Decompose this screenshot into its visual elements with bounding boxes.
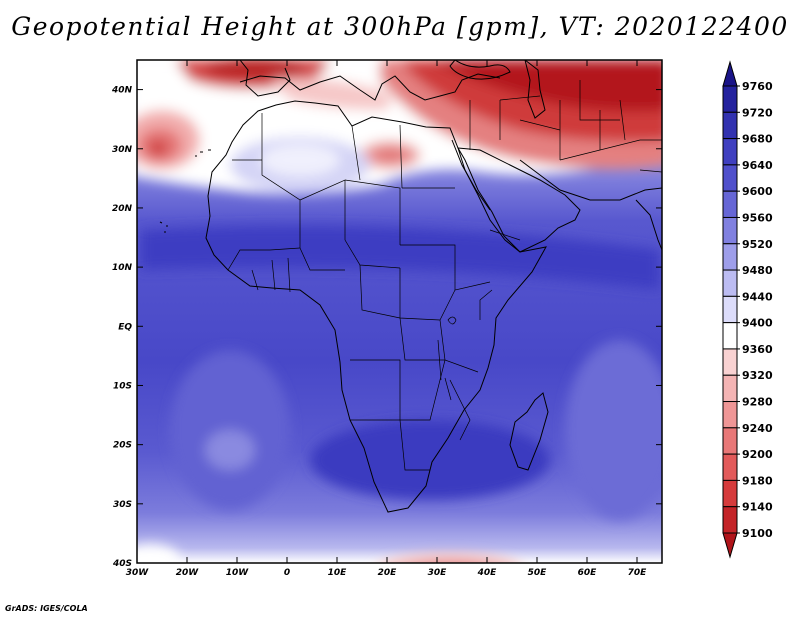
colorbar-label: 9360 (742, 343, 773, 356)
colorbar: 9760 9720 9680 9640 9600 9560 9520 9480 9440 9400… (722, 60, 773, 559)
colorbar-label: 9720 (742, 106, 773, 119)
colorbar-label: 9520 (742, 238, 773, 251)
colorbar-segment (722, 85, 738, 113)
colorbar-segment (722, 453, 738, 481)
lat-tick-label: 20S (113, 441, 132, 451)
lon-tick-label: 0 (284, 568, 290, 578)
coastlines (159, 60, 662, 513)
red-sea-coastline (451, 139, 491, 211)
cape-verde-islands (159, 221, 168, 233)
colorbar-label: 9100 (742, 527, 773, 540)
lat-tick-label: 30S (113, 500, 132, 510)
colorbar-segment (722, 216, 738, 245)
colorbar-segment (722, 322, 738, 350)
colorbar-label: 9320 (742, 369, 773, 382)
lat-tick-label: 40S (112, 559, 132, 569)
lat-tick-label: 10N (112, 263, 133, 273)
lon-tick-label: 20W (176, 568, 200, 578)
colorbar-segment (722, 243, 738, 271)
latitude-axis: 40S 30S 20S 10S EQ 10N 20N 30N 40N (111, 86, 662, 569)
grads-credit: GrADS: IGES/COLA (5, 604, 88, 613)
colorbar-label: 9640 (742, 159, 773, 172)
lon-tick-label: 40E (477, 568, 498, 578)
caspian-coastline (524, 60, 546, 119)
colorbar-label: 9440 (742, 290, 773, 303)
colorbar-segment (722, 295, 738, 324)
lat-tick-label: 30N (112, 145, 133, 155)
colorbar-label: 9200 (742, 448, 773, 461)
colorbar-label: 9400 (742, 317, 773, 330)
iran-coastline (519, 159, 662, 201)
colorbar-label: 9680 (742, 133, 773, 146)
madagascar-coastline (509, 392, 549, 471)
colorbar-segment (722, 190, 738, 218)
colorbar-segment (722, 506, 738, 534)
lat-tick-label: 40N (111, 86, 133, 96)
colorbar-label: 9760 (742, 80, 773, 93)
lat-tick-label: 20N (112, 204, 133, 214)
colorbar-segment (722, 401, 738, 429)
colorbar-max-triangle (722, 60, 738, 87)
colorbar-label: 9560 (742, 211, 773, 224)
colorbar-label: 9180 (742, 474, 773, 487)
lon-tick-label: 60E (578, 568, 598, 578)
colorbar-segment (722, 164, 738, 192)
map-title: Geopotential Height at 300hPa [gpm], VT:… (11, 12, 789, 41)
colorbar-label: 9480 (742, 264, 773, 277)
lon-tick-label: 70E (628, 568, 648, 578)
canary-islands (195, 149, 211, 157)
colorbar-label: 9280 (742, 396, 773, 409)
lon-tick-label: 50E (528, 568, 548, 578)
colorbar-segment (722, 374, 738, 403)
colorbar-segment (722, 138, 738, 166)
india-coastline (635, 199, 662, 251)
colorbar-segment (722, 269, 738, 297)
lat-tick-label: EQ (118, 322, 132, 332)
colorbar-segment (722, 111, 738, 140)
colorbar-label: 9600 (742, 185, 773, 198)
lon-tick-label: 30W (126, 568, 150, 578)
lon-tick-label: 30E (428, 568, 448, 578)
map-frame (136, 59, 663, 564)
lon-tick-label: 10E (328, 568, 348, 578)
lon-tick-label: 20E (378, 568, 398, 578)
longitude-axis: 30W 20W 10W 0 10E 20E 30E 40E 50E 60E 70E (126, 60, 647, 578)
lon-tick-label: 10W (226, 568, 250, 578)
colorbar-min-triangle (722, 532, 738, 559)
colorbar-segment (722, 479, 738, 508)
africa-coastline (205, 100, 547, 513)
country-borders (227, 80, 662, 471)
lat-tick-label: 10S (113, 381, 132, 391)
height-field (137, 60, 662, 563)
colorbar-segment (722, 348, 738, 376)
black-sea-coastline (449, 60, 511, 80)
europe-coastline (239, 73, 501, 101)
colorbar-segment (722, 427, 738, 455)
colorbar-label: 9140 (742, 501, 773, 514)
arabia-coastline (457, 147, 581, 253)
iberia-coastline (239, 60, 291, 97)
colorbar-label: 9240 (742, 422, 773, 435)
